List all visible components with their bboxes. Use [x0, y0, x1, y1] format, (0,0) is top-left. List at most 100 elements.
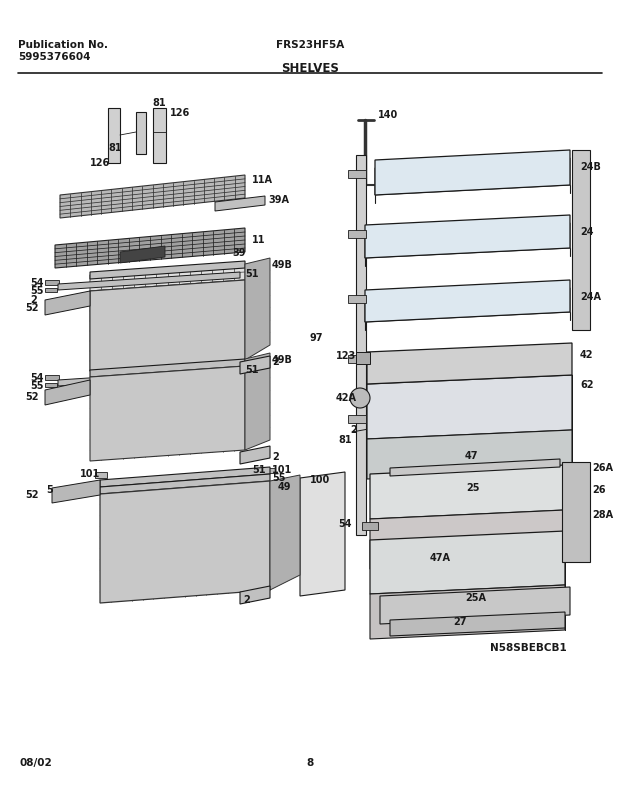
Polygon shape [367, 343, 572, 384]
Text: 49: 49 [278, 482, 291, 492]
Text: 47: 47 [465, 451, 479, 461]
Polygon shape [100, 481, 270, 603]
Bar [362, 522, 378, 530]
Polygon shape [52, 480, 100, 503]
Text: 25: 25 [466, 483, 479, 493]
Bar [265, 468, 275, 473]
Bar [136, 112, 146, 154]
Polygon shape [370, 585, 565, 639]
Text: 5: 5 [46, 485, 53, 495]
Polygon shape [240, 356, 270, 374]
Text: 27: 27 [453, 617, 466, 627]
Polygon shape [367, 430, 572, 479]
Polygon shape [90, 261, 245, 279]
Text: 25A: 25A [465, 593, 486, 603]
Polygon shape [45, 380, 90, 405]
Text: 8: 8 [306, 758, 314, 768]
Text: 140: 140 [378, 110, 398, 120]
Text: 126: 126 [170, 108, 190, 118]
Text: 26: 26 [592, 485, 606, 495]
Polygon shape [90, 280, 245, 371]
Polygon shape [367, 375, 572, 439]
Polygon shape [365, 280, 570, 322]
Text: 97: 97 [310, 333, 324, 343]
Text: 2: 2 [30, 295, 37, 305]
Polygon shape [90, 359, 245, 377]
Text: 11A: 11A [252, 175, 273, 185]
Text: 2: 2 [272, 357, 279, 367]
Text: 101: 101 [272, 465, 292, 475]
Polygon shape [55, 228, 245, 268]
Text: 123: 123 [336, 351, 356, 361]
Text: 39: 39 [232, 248, 246, 258]
Polygon shape [390, 612, 565, 636]
Polygon shape [365, 223, 570, 258]
Text: 49B: 49B [272, 260, 293, 270]
Text: 62: 62 [580, 380, 593, 390]
Text: N58SBEBCB1: N58SBEBCB1 [490, 643, 567, 653]
Polygon shape [365, 215, 570, 258]
Text: 51: 51 [252, 465, 265, 475]
Polygon shape [375, 150, 570, 195]
Polygon shape [365, 288, 570, 322]
Polygon shape [370, 510, 565, 569]
Text: 42: 42 [580, 350, 593, 360]
Bar [348, 295, 366, 303]
Text: 2: 2 [243, 595, 250, 605]
Text: 24B: 24B [580, 162, 601, 172]
Polygon shape [370, 465, 565, 519]
Polygon shape [300, 472, 345, 596]
Text: 54: 54 [30, 278, 43, 288]
Bar [45, 280, 59, 285]
Polygon shape [90, 264, 245, 291]
Polygon shape [90, 366, 245, 461]
Text: 47A: 47A [430, 553, 451, 563]
Text: 54: 54 [338, 519, 352, 529]
Text: 49B: 49B [272, 355, 293, 365]
Bar [45, 288, 57, 292]
Circle shape [350, 388, 370, 408]
Text: 42A: 42A [336, 393, 357, 403]
Polygon shape [390, 459, 560, 476]
Text: 26A: 26A [592, 463, 613, 473]
Text: 100: 100 [310, 475, 330, 485]
Text: 54: 54 [30, 373, 43, 383]
Text: 52: 52 [25, 303, 38, 313]
Bar [356, 155, 366, 535]
Text: 39A: 39A [268, 195, 289, 205]
Polygon shape [215, 196, 265, 211]
Text: 55: 55 [30, 381, 43, 391]
Text: 51: 51 [245, 269, 259, 279]
Polygon shape [60, 175, 245, 218]
Polygon shape [100, 474, 270, 494]
Bar [45, 375, 59, 380]
Bar [572, 150, 590, 330]
Polygon shape [120, 246, 165, 263]
Bar [562, 462, 590, 562]
Bar [348, 355, 366, 363]
Text: 55: 55 [272, 473, 285, 483]
Text: 52: 52 [25, 490, 38, 500]
Bar [153, 108, 166, 163]
Polygon shape [370, 531, 565, 594]
Text: 55: 55 [30, 286, 43, 296]
Polygon shape [245, 353, 270, 450]
Text: 101: 101 [80, 469, 100, 479]
Polygon shape [245, 258, 270, 360]
Text: 08/02: 08/02 [20, 758, 53, 768]
Text: 81: 81 [338, 435, 352, 445]
Bar [348, 170, 366, 178]
Polygon shape [90, 280, 245, 371]
Text: 2: 2 [272, 452, 279, 462]
Text: 11: 11 [252, 235, 265, 245]
Polygon shape [375, 158, 570, 195]
Bar [348, 230, 366, 238]
Text: FRS23HF5A: FRS23HF5A [276, 40, 344, 50]
Text: SHELVES: SHELVES [281, 62, 339, 75]
Bar [108, 108, 120, 163]
Polygon shape [58, 368, 240, 386]
Text: 2: 2 [350, 425, 356, 435]
Text: 126: 126 [90, 158, 110, 168]
Text: Publication No.: Publication No. [18, 40, 108, 50]
Polygon shape [58, 272, 240, 290]
